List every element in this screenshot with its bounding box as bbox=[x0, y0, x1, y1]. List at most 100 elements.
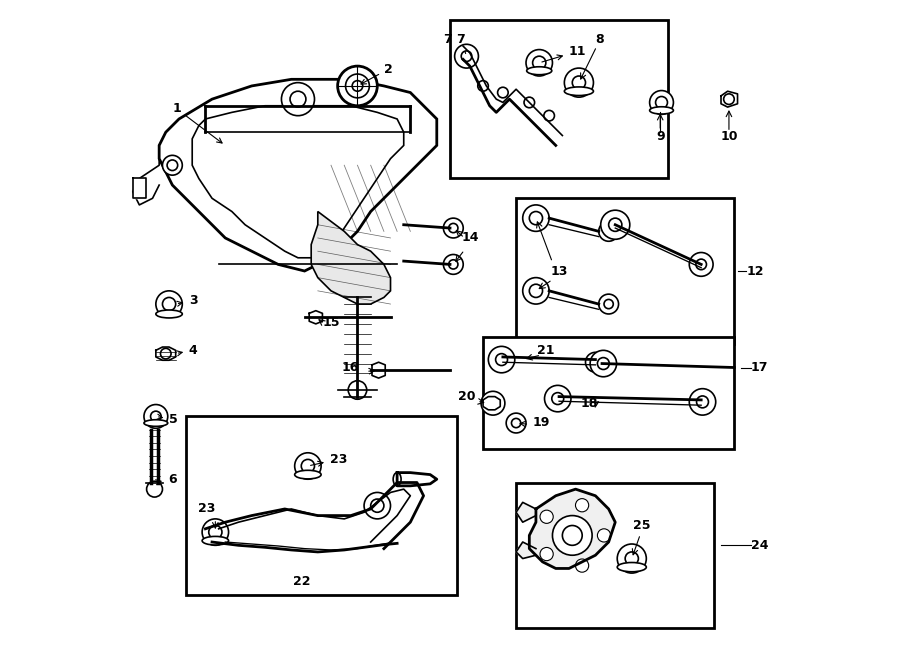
Circle shape bbox=[689, 253, 713, 276]
Circle shape bbox=[598, 221, 618, 241]
Circle shape bbox=[150, 411, 161, 422]
Text: 9: 9 bbox=[656, 130, 664, 143]
Text: 3: 3 bbox=[176, 294, 197, 307]
Text: 15: 15 bbox=[322, 316, 340, 329]
Circle shape bbox=[338, 66, 377, 106]
Text: 18: 18 bbox=[580, 397, 598, 410]
Text: 20: 20 bbox=[457, 390, 475, 403]
Ellipse shape bbox=[156, 310, 183, 318]
Circle shape bbox=[544, 385, 571, 412]
Circle shape bbox=[348, 381, 366, 399]
Circle shape bbox=[209, 525, 222, 539]
Circle shape bbox=[302, 459, 314, 473]
Circle shape bbox=[482, 391, 505, 415]
Text: 23: 23 bbox=[310, 453, 347, 466]
Polygon shape bbox=[372, 362, 385, 378]
Circle shape bbox=[371, 499, 384, 512]
Circle shape bbox=[626, 552, 638, 565]
Circle shape bbox=[533, 56, 545, 69]
Circle shape bbox=[202, 519, 229, 545]
Circle shape bbox=[529, 284, 543, 297]
Circle shape bbox=[163, 155, 183, 175]
Polygon shape bbox=[721, 91, 737, 107]
Text: 24: 24 bbox=[751, 539, 769, 552]
Circle shape bbox=[489, 346, 515, 373]
Circle shape bbox=[449, 260, 458, 269]
Text: 4: 4 bbox=[176, 344, 198, 357]
Circle shape bbox=[564, 68, 593, 97]
Circle shape bbox=[511, 418, 521, 428]
Circle shape bbox=[655, 97, 668, 108]
Circle shape bbox=[352, 81, 363, 91]
Circle shape bbox=[346, 74, 369, 98]
Text: 22: 22 bbox=[292, 575, 310, 588]
Ellipse shape bbox=[650, 107, 673, 114]
Circle shape bbox=[160, 348, 171, 359]
Bar bbox=[483, 337, 734, 449]
Circle shape bbox=[689, 389, 716, 415]
Circle shape bbox=[506, 413, 526, 433]
Circle shape bbox=[697, 396, 708, 408]
Circle shape bbox=[523, 205, 549, 231]
Circle shape bbox=[650, 91, 673, 114]
Circle shape bbox=[544, 110, 554, 121]
Circle shape bbox=[562, 525, 582, 545]
Polygon shape bbox=[516, 542, 536, 559]
Circle shape bbox=[444, 254, 464, 274]
Polygon shape bbox=[311, 212, 391, 304]
Circle shape bbox=[454, 44, 479, 68]
Ellipse shape bbox=[617, 563, 646, 572]
Ellipse shape bbox=[294, 471, 321, 479]
Circle shape bbox=[167, 160, 177, 171]
Circle shape bbox=[575, 498, 589, 512]
Circle shape bbox=[498, 87, 508, 98]
Text: 10: 10 bbox=[720, 130, 738, 143]
Text: 21: 21 bbox=[537, 344, 554, 357]
Text: 2: 2 bbox=[361, 63, 392, 84]
Ellipse shape bbox=[564, 87, 593, 95]
Polygon shape bbox=[310, 311, 322, 324]
Circle shape bbox=[144, 405, 167, 428]
Circle shape bbox=[478, 81, 489, 91]
Circle shape bbox=[552, 393, 563, 405]
Circle shape bbox=[617, 544, 646, 573]
Circle shape bbox=[604, 227, 613, 236]
Bar bbox=[516, 198, 734, 344]
Circle shape bbox=[553, 516, 592, 555]
Polygon shape bbox=[529, 489, 616, 568]
Circle shape bbox=[590, 350, 616, 377]
Text: 23: 23 bbox=[198, 502, 215, 516]
Circle shape bbox=[540, 510, 554, 524]
Circle shape bbox=[540, 547, 554, 561]
Bar bbox=[185, 416, 456, 595]
Text: 13: 13 bbox=[551, 264, 568, 278]
Circle shape bbox=[586, 352, 606, 372]
Text: 25: 25 bbox=[633, 519, 651, 532]
Circle shape bbox=[444, 218, 464, 238]
Text: 8: 8 bbox=[596, 33, 604, 46]
Ellipse shape bbox=[202, 537, 229, 545]
Text: 14: 14 bbox=[461, 231, 479, 245]
Circle shape bbox=[526, 50, 553, 76]
Polygon shape bbox=[132, 178, 146, 198]
Text: 19: 19 bbox=[533, 416, 550, 430]
Polygon shape bbox=[483, 397, 500, 410]
Circle shape bbox=[290, 91, 306, 107]
Text: 12: 12 bbox=[746, 264, 763, 278]
Ellipse shape bbox=[144, 420, 167, 426]
Ellipse shape bbox=[393, 473, 401, 486]
Circle shape bbox=[598, 358, 609, 369]
Circle shape bbox=[590, 358, 600, 367]
Circle shape bbox=[294, 453, 321, 479]
Circle shape bbox=[449, 223, 458, 233]
Circle shape bbox=[598, 529, 610, 542]
Text: 5: 5 bbox=[157, 413, 178, 426]
Circle shape bbox=[524, 97, 535, 108]
Circle shape bbox=[724, 94, 734, 104]
Polygon shape bbox=[516, 502, 536, 522]
Text: 17: 17 bbox=[751, 361, 769, 374]
Circle shape bbox=[604, 299, 613, 309]
Ellipse shape bbox=[136, 183, 142, 193]
Circle shape bbox=[608, 218, 622, 231]
Circle shape bbox=[461, 51, 472, 61]
